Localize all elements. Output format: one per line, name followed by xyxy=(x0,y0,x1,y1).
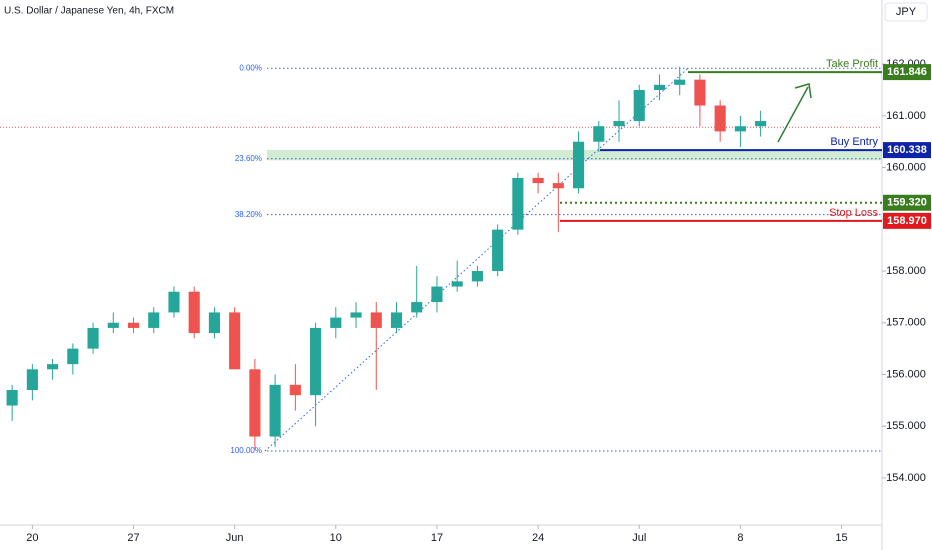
candle-body xyxy=(674,79,686,85)
candle-body xyxy=(47,364,59,370)
price-tag-label: 160.338 xyxy=(887,144,927,156)
y-tick-label: 158.000 xyxy=(886,265,926,277)
price-tag-label: 161.846 xyxy=(887,66,927,78)
candle-body xyxy=(26,369,38,390)
candle-body xyxy=(127,322,140,328)
candle-body xyxy=(451,281,463,287)
candle-body xyxy=(350,312,362,318)
candle-body xyxy=(370,312,382,328)
x-tick-label: 17 xyxy=(431,532,443,544)
candle-body xyxy=(633,90,645,122)
candle-body xyxy=(188,291,200,334)
candle-body xyxy=(168,291,180,313)
candle-body xyxy=(755,121,767,127)
fib-label: 23.60% xyxy=(235,154,262,163)
candle-body xyxy=(653,84,666,90)
arrow-head xyxy=(794,83,812,99)
candle-body xyxy=(694,79,706,106)
x-tick-label: 20 xyxy=(26,532,38,544)
candle-body xyxy=(269,384,281,437)
candle-body xyxy=(492,229,504,272)
candle-body xyxy=(552,183,564,189)
price-tag-label: 159.320 xyxy=(887,197,927,209)
price-tag xyxy=(883,64,931,81)
candle-body xyxy=(6,390,18,406)
candle-body xyxy=(613,121,625,127)
y-tick-label: 154.000 xyxy=(886,472,926,484)
fib-trendline xyxy=(264,67,689,452)
trade-level-label: Take Profit xyxy=(826,58,878,70)
candle-body xyxy=(330,317,342,328)
price-tag-label: 158.970 xyxy=(887,215,927,227)
trade-level-label: Stop Loss xyxy=(829,207,878,219)
candle-body xyxy=(229,312,241,370)
x-tick-label: Jul xyxy=(632,532,646,544)
candle-body xyxy=(148,312,160,328)
y-tick-label: 157.000 xyxy=(886,317,926,329)
fib-label: 38.20% xyxy=(235,210,262,219)
candle-body xyxy=(67,348,79,365)
candle-body xyxy=(310,327,322,396)
y-tick-label: 160.000 xyxy=(886,161,926,173)
candle-body xyxy=(572,141,585,189)
price-tag xyxy=(883,142,931,159)
candle-body xyxy=(593,126,605,142)
candle-body xyxy=(714,105,726,132)
chart-title: U.S. Dollar / Japanese Yen, 4h, FXCM xyxy=(4,6,174,17)
fib-label: 0.00% xyxy=(239,63,262,72)
price-tag xyxy=(883,194,931,211)
arrow-shaft xyxy=(777,86,809,143)
x-tick-label: 8 xyxy=(737,532,743,544)
x-tick-label: Jun xyxy=(226,532,244,544)
y-tick-label: 161.000 xyxy=(886,110,926,122)
candle-body xyxy=(431,286,443,303)
fib-label: 100.00% xyxy=(230,446,262,455)
y-tick-label: 155.000 xyxy=(886,420,926,432)
trade-level-label: Buy Entry xyxy=(830,136,878,148)
x-tick-label: 27 xyxy=(127,532,139,544)
candle-body xyxy=(249,369,261,437)
x-tick-label: 10 xyxy=(330,532,342,544)
candle-body xyxy=(289,384,301,396)
candle-body xyxy=(734,126,746,132)
y-tick-label: 156.000 xyxy=(886,368,926,380)
currency[interactable]: JPY xyxy=(896,6,917,18)
target-arrow xyxy=(777,83,812,143)
candle-body xyxy=(411,302,423,313)
candle-body xyxy=(87,327,99,349)
candle-body xyxy=(532,177,544,184)
candle-body xyxy=(208,312,220,334)
x-tick-label: 24 xyxy=(532,532,544,544)
candle-body xyxy=(512,177,524,230)
price-tag xyxy=(883,212,931,229)
currency-box[interactable] xyxy=(884,2,928,22)
candle-body xyxy=(471,271,483,282)
x-tick-label: 15 xyxy=(835,532,847,544)
candle-body xyxy=(107,322,119,328)
candle-body xyxy=(390,312,403,328)
